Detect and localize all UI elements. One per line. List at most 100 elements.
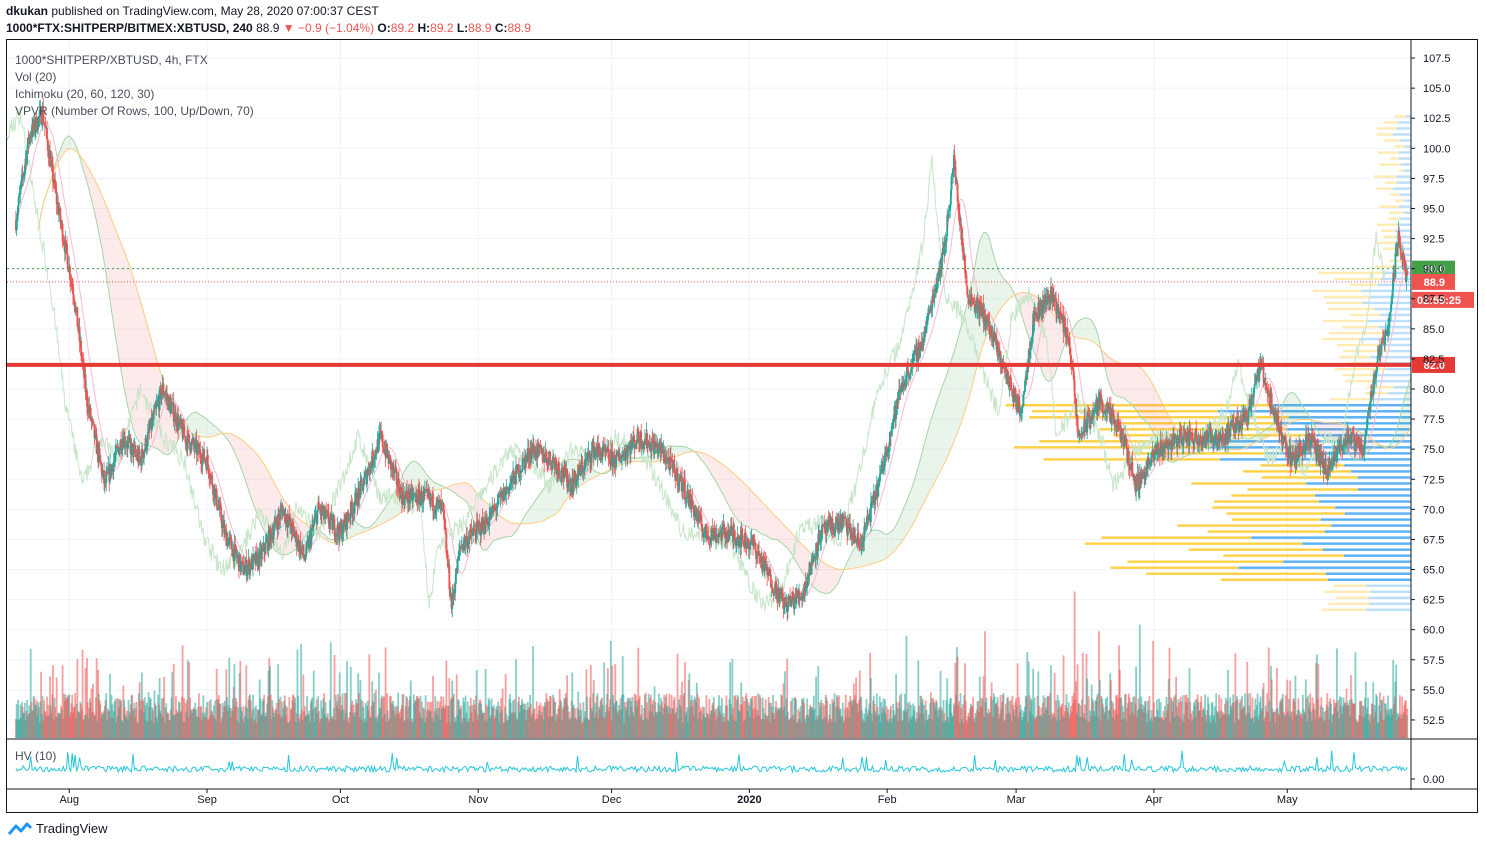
cloud-segment <box>827 564 828 594</box>
cloud-segment <box>865 535 867 566</box>
cloud-segment <box>952 354 954 446</box>
cloud-segment <box>868 532 870 565</box>
vpvr-up-bar <box>1399 247 1411 251</box>
cloud-segment <box>1053 314 1055 377</box>
cloud-segment <box>198 413 199 437</box>
cloud-segment <box>191 413 193 434</box>
vpvr-up-bar <box>1251 536 1411 539</box>
cloud-segment <box>896 522 898 549</box>
cloud-segment <box>234 435 236 454</box>
cloud-segment <box>774 515 776 540</box>
cloud-segment <box>596 472 598 477</box>
cloud-segment <box>152 345 154 448</box>
cloud-segment <box>1245 438 1247 448</box>
cloud-segment <box>778 518 780 542</box>
cloud-segment <box>1393 435 1395 447</box>
cloud-segment <box>391 496 393 519</box>
cloud-segment <box>996 263 997 317</box>
cloud-segment <box>233 434 235 452</box>
cloud-segment <box>964 311 965 414</box>
cloud-segment <box>1270 424 1272 436</box>
cloud-segment <box>1265 429 1266 439</box>
cloud-segment <box>255 452 256 512</box>
cloud-segment <box>682 446 684 454</box>
vpvr-down-bar <box>1383 139 1400 142</box>
cloud-segment <box>822 561 824 594</box>
cloud-segment <box>238 437 240 465</box>
cloud-segment <box>869 532 871 565</box>
vpvr-up-bar <box>1283 560 1411 563</box>
cloud-segment <box>507 521 509 537</box>
cloud-segment <box>455 483 456 494</box>
cloud-segment <box>469 484 471 510</box>
cloud-segment <box>248 445 250 493</box>
cloud-segment <box>782 523 784 545</box>
cloud-segment <box>358 523 359 534</box>
cloud-segment <box>383 508 385 523</box>
cloud-segment <box>121 245 123 380</box>
cloud-segment <box>1127 364 1129 403</box>
cloud-segment <box>390 498 391 520</box>
cloud-segment <box>124 251 125 392</box>
cloud-segment <box>866 534 868 566</box>
cloud-segment <box>1073 326 1075 337</box>
cloud-segment <box>675 446 677 457</box>
cloud-segment <box>730 470 731 510</box>
cloud-segment <box>84 162 86 178</box>
cloud-segment <box>128 262 130 414</box>
vpvr-up-bar <box>1382 271 1411 275</box>
cloud-segment <box>249 446 251 495</box>
cloud-segment <box>1267 427 1269 438</box>
cloud-segment <box>91 173 93 203</box>
cloud-segment <box>70 137 72 149</box>
vpvr-down-bar <box>1323 295 1370 299</box>
cloud-segment <box>364 527 365 532</box>
cloud-segment <box>915 474 917 520</box>
cloud-segment <box>796 538 798 565</box>
vpvr-down-bar <box>1379 205 1400 208</box>
cloud-segment <box>348 521 350 539</box>
cloud-segment <box>705 454 707 466</box>
cloud-segment <box>741 481 743 525</box>
cloud-segment <box>760 500 762 534</box>
cloud-segment <box>240 438 242 469</box>
cloud-segment <box>1150 380 1151 429</box>
cloud-segment <box>767 507 768 537</box>
cloud-segment <box>622 460 624 465</box>
author-name[interactable]: dkukan <box>6 4 49 18</box>
vpvr-up-bar <box>1396 175 1411 178</box>
cloud-segment <box>918 464 920 514</box>
cloud-segment <box>739 478 740 523</box>
vpvr-down-bar <box>1364 392 1389 395</box>
cloud-segment <box>773 514 775 540</box>
cloud-segment <box>380 513 382 525</box>
cloud-segment <box>502 517 504 538</box>
cloud-segment <box>1131 364 1133 406</box>
cloud-segment <box>1110 357 1111 388</box>
cloud-segment <box>1334 422 1336 442</box>
cloud-segment <box>1008 284 1010 300</box>
cloud-segment <box>826 564 828 594</box>
cloud-segment <box>1132 364 1134 407</box>
cloud-segment <box>239 438 241 467</box>
cloud-segment <box>1092 321 1094 342</box>
cloud-segment <box>772 512 774 540</box>
cloud-segment <box>991 247 993 325</box>
vpvr-up-bar <box>1366 584 1411 587</box>
cloud-segment <box>1002 277 1004 306</box>
cloud-segment <box>1291 392 1293 423</box>
cloud-segment <box>237 436 239 461</box>
vpvr-down-bar <box>1384 181 1397 184</box>
cloud-segment <box>631 457 633 462</box>
cloud-segment <box>901 512 903 543</box>
cloud-segment <box>227 433 228 440</box>
cloud-segment <box>148 329 150 447</box>
cloud-segment <box>507 520 508 537</box>
cloud-segment <box>721 463 723 494</box>
cloud-segment <box>922 449 923 507</box>
cloud-segment <box>500 516 502 539</box>
cloud-segment <box>254 451 256 509</box>
chart-frame <box>6 39 1478 813</box>
cloud-segment <box>686 447 688 453</box>
